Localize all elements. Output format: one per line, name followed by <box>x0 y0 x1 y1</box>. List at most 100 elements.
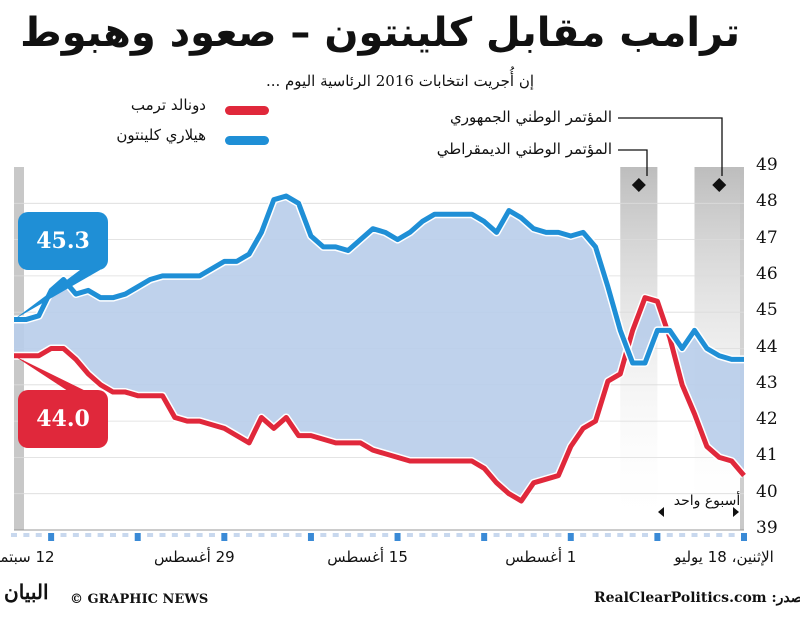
x-tick-mark-42 <box>221 533 228 541</box>
legend-clinton-swatch <box>225 136 269 145</box>
x-tick-mark-9 <box>629 533 636 537</box>
trump-latest-value: 44.0 <box>18 390 108 448</box>
x-tick-label-1: 1 أغسطس <box>505 548 577 566</box>
x-tick-mark-17 <box>530 533 537 537</box>
x-tick-mark-34 <box>320 533 327 537</box>
y-tick-label-40: 40 <box>756 481 778 502</box>
x-tick-mark-1 <box>728 533 735 537</box>
democratic-convention-leader <box>618 149 648 176</box>
y-tick-label-43: 43 <box>756 372 778 393</box>
legend-clinton-label: هيلاري كلينتون <box>116 126 206 144</box>
y-tick-label-44: 44 <box>756 336 778 357</box>
x-tick-label-4: 12 سبتمبر <box>0 548 55 566</box>
x-tick-mark-57 <box>35 533 42 537</box>
x-tick-mark-8 <box>642 533 649 537</box>
y-tick-label-48: 48 <box>756 191 778 212</box>
albayan-logo: البيان <box>4 580 49 604</box>
x-tick-mark-31 <box>357 533 364 537</box>
trump-line <box>14 295 746 504</box>
x-tick-label-2: 15 أغسطس <box>327 548 408 566</box>
x-tick-mark-16 <box>543 533 550 537</box>
x-tick-mark-13 <box>580 533 587 537</box>
x-tick-mark-2 <box>716 533 723 537</box>
x-tick-mark-6 <box>666 533 673 537</box>
x-tick-mark-44 <box>196 533 203 537</box>
x-tick-mark-58 <box>23 533 30 537</box>
chart-title: ترامب مقابل كلينتون – صعود وهبوط <box>20 10 740 56</box>
x-tick-mark-21 <box>481 533 488 541</box>
x-tick-mark-32 <box>345 533 352 537</box>
x-tick-mark-39 <box>258 533 265 537</box>
y-tick-label-42: 42 <box>756 409 778 430</box>
x-tick-mark-11 <box>604 533 611 537</box>
x-tick-mark-28 <box>394 533 401 541</box>
x-tick-mark-23 <box>456 533 463 537</box>
y-tick-label-39: 39 <box>756 518 778 538</box>
x-tick-mark-19 <box>505 533 512 537</box>
x-tick-mark-41 <box>233 533 240 537</box>
x-tick-mark-51 <box>109 533 116 537</box>
republican-convention-leader <box>618 117 723 176</box>
source-credit: المصدر: RealClearPolitics.com <box>594 590 800 606</box>
x-tick-mark-0 <box>741 533 747 541</box>
x-tick-mark-45 <box>184 533 191 537</box>
x-tick-mark-54 <box>72 533 79 537</box>
convention-marker-icon-0 <box>712 178 727 192</box>
clinton-bubble-pointer <box>14 255 100 320</box>
y-tick-label-41: 41 <box>756 445 778 466</box>
x-tick-mark-56 <box>48 533 55 541</box>
chart-subtitle: إن أُجريت انتخابات 2016 الرئاسية اليوم .… <box>265 72 535 90</box>
x-tick-mark-14 <box>567 533 574 541</box>
x-tick-mark-25 <box>431 533 438 537</box>
x-tick-mark-59 <box>11 533 17 537</box>
x-tick-mark-36 <box>295 533 302 537</box>
x-tick-mark-40 <box>246 533 253 537</box>
graphic-news-credit: © GRAPHIC NEWS <box>70 592 209 607</box>
one-week-label: أسبوع واحد <box>673 493 741 509</box>
x-tick-mark-46 <box>171 533 178 537</box>
x-tick-mark-18 <box>518 533 525 537</box>
x-tick-mark-24 <box>444 533 451 537</box>
x-tick-mark-29 <box>382 533 389 537</box>
x-tick-mark-20 <box>493 533 500 537</box>
y-tick-label-45: 45 <box>756 300 778 321</box>
x-tick-mark-33 <box>332 533 339 537</box>
legend-trump-swatch <box>225 106 269 115</box>
x-tick-label-3: 29 أغسطس <box>153 548 235 566</box>
x-tick-label-0: الإثنين، 18 يوليو <box>674 548 774 566</box>
x-tick-mark-38 <box>270 533 277 537</box>
x-tick-mark-50 <box>122 533 129 537</box>
x-tick-mark-3 <box>703 533 710 537</box>
x-tick-mark-10 <box>617 533 624 537</box>
x-tick-mark-47 <box>159 533 166 537</box>
week-right-arrow-icon <box>733 507 739 517</box>
x-tick-mark-27 <box>406 533 413 537</box>
gap-fill-area <box>14 196 744 501</box>
clinton-latest-value: 45.3 <box>18 212 108 270</box>
x-tick-mark-52 <box>97 533 104 537</box>
x-tick-mark-7 <box>654 533 661 541</box>
y-tick-label-46: 46 <box>756 263 778 284</box>
x-tick-mark-26 <box>419 533 426 537</box>
x-tick-mark-55 <box>60 533 67 537</box>
x-tick-mark-4 <box>691 533 698 537</box>
x-tick-mark-35 <box>307 533 314 541</box>
clinton-line <box>14 193 744 366</box>
legend-trump-label: دونالد ترمب <box>130 96 206 114</box>
x-tick-mark-15 <box>555 533 562 537</box>
y-tick-label-47: 47 <box>756 227 778 248</box>
week-left-arrow-icon <box>658 507 664 517</box>
x-tick-mark-53 <box>85 533 92 537</box>
x-tick-mark-43 <box>208 533 215 537</box>
x-tick-mark-5 <box>679 533 686 537</box>
democratic-convention-label: المؤتمر الوطني الديمقراطي <box>436 140 612 158</box>
x-tick-mark-37 <box>283 533 290 537</box>
x-tick-mark-12 <box>592 533 599 537</box>
x-tick-mark-30 <box>369 533 376 537</box>
y-tick-label-49: 49 <box>756 155 778 175</box>
convention-marker-icon-1 <box>631 178 646 192</box>
x-tick-mark-22 <box>468 533 475 537</box>
x-tick-mark-49 <box>134 533 141 541</box>
republican-convention-label: المؤتمر الوطني الجمهوري <box>449 108 612 126</box>
